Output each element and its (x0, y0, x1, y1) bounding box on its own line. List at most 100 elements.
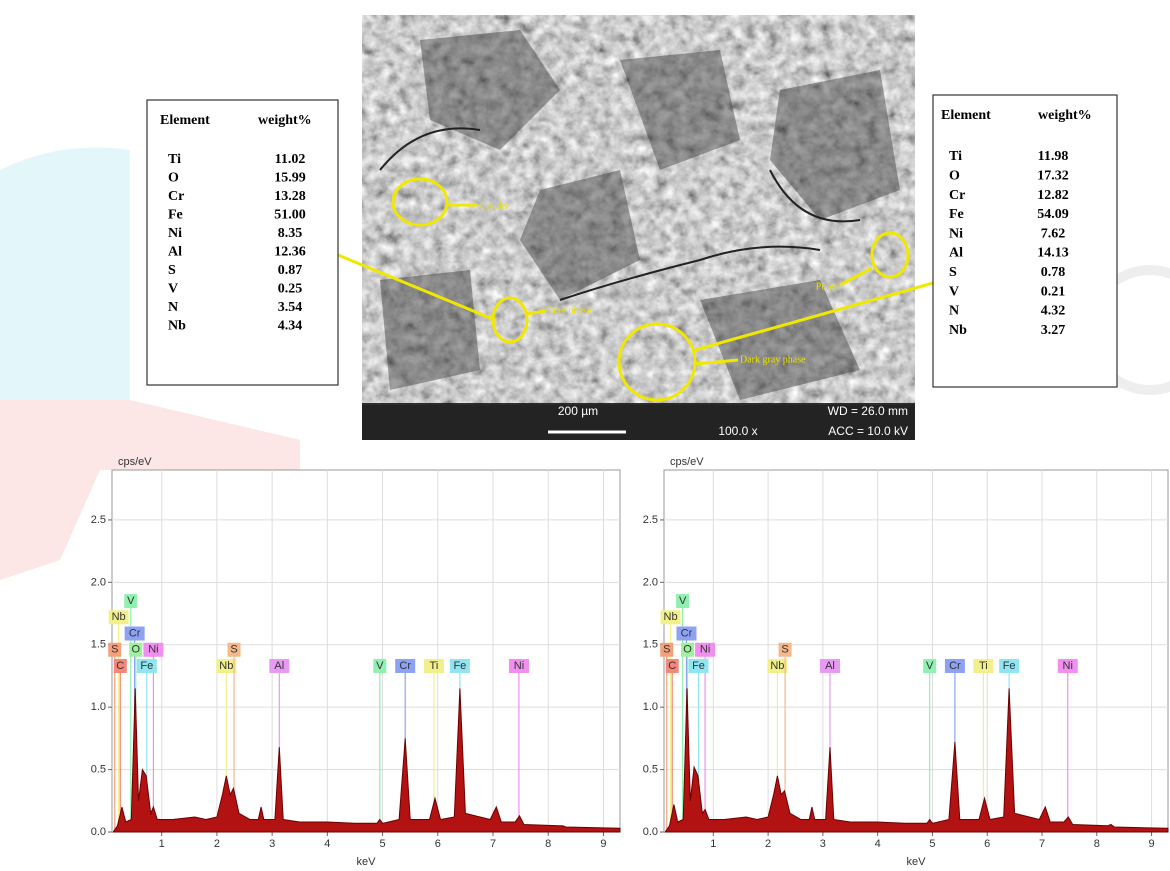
x-tick-label: 6 (435, 838, 441, 850)
table-cell: Nb (949, 323, 967, 338)
x-tick-label: 6 (984, 838, 990, 850)
element-label: V (376, 660, 384, 672)
element-badge (676, 626, 697, 641)
sem-image: 200 µm WD = 26.0 mm 100.0 x ACC = 10.0 k… (337, 15, 934, 440)
composition-table: Element weight% Ti 11.98 O 17.32 Cr 12.82 Fe 54.0… (932, 94, 1118, 388)
table-cell: Fe (949, 207, 964, 222)
table-cell: 11.02 (275, 152, 306, 167)
annotation-pores: Pores (816, 281, 838, 292)
table-cell: 13.28 (274, 189, 306, 204)
element-badge (449, 658, 470, 673)
y-axis-label: cps/eV (118, 456, 152, 468)
element-badge (508, 658, 529, 673)
acceleration-voltage: ACC = 10.0 kV (828, 424, 908, 438)
element-label: Ni (148, 644, 158, 656)
element-badge (143, 642, 164, 657)
element-label: Ti (430, 660, 439, 672)
element-label: Ni (700, 644, 710, 656)
element-label: Fe (1003, 660, 1016, 672)
dark-regions (380, 30, 900, 400)
table-cell: 4.32 (1041, 304, 1066, 319)
scale-bar-label: 200 µm (558, 404, 598, 418)
annotation-gray-phase: Gray phase (546, 305, 592, 316)
element-label: S (663, 644, 670, 656)
table-cell: 3.54 (278, 300, 303, 315)
y-tick-label: 0.5 (643, 763, 658, 775)
element-label: V (679, 595, 687, 607)
element-badge (373, 658, 387, 673)
y-tick-label: 1.0 (91, 701, 106, 713)
element-badge (681, 642, 695, 657)
table-border (146, 99, 339, 386)
y-tick-label: 1.0 (643, 701, 658, 713)
table-cell: Ni (949, 226, 963, 241)
element-label: Ti (979, 660, 988, 672)
element-badge (129, 642, 143, 657)
table-header: Element (160, 113, 210, 128)
x-tick-label: 2 (765, 838, 771, 850)
x-tick-label: 9 (600, 838, 606, 850)
table-cell: Nb (168, 319, 186, 334)
y-tick-label: 2.0 (643, 576, 658, 588)
element-badge (767, 658, 788, 673)
x-tick-label: 8 (1094, 838, 1100, 850)
element-label: Cr (681, 627, 693, 639)
table-cell: N (949, 304, 959, 319)
working-distance: WD = 26.0 mm (828, 404, 908, 418)
x-tick-label: 2 (214, 838, 220, 850)
x-tick-label: 4 (875, 838, 881, 850)
element-label: Fe (140, 660, 153, 672)
element-badge (973, 658, 994, 673)
table-cell: 15.99 (274, 171, 306, 186)
x-tick-label: 8 (545, 838, 551, 850)
element-badge (113, 658, 127, 673)
table-cell: Fe (168, 208, 183, 223)
element-label: Fe (453, 660, 466, 672)
element-badge (923, 658, 937, 673)
x-axis-label: keV (357, 856, 377, 868)
table-cell: 0.87 (278, 263, 303, 278)
x-tick-label: 9 (1149, 838, 1155, 850)
element-badge (695, 642, 716, 657)
table-cell: O (949, 169, 960, 184)
crack-lines (379, 127, 861, 301)
x-tick-label: 7 (490, 838, 496, 850)
table-cell: 0.25 (278, 282, 303, 297)
table-header: weight% (258, 113, 312, 128)
table-cell: 7.62 (1041, 226, 1066, 241)
element-badge (676, 594, 690, 609)
spectrum (664, 688, 1169, 833)
x-tick-label: 5 (929, 838, 935, 850)
table-cell: 54.09 (1037, 207, 1069, 222)
table-cell: 0.78 (1041, 265, 1066, 280)
watermark (0, 400, 300, 580)
element-badge (124, 626, 145, 641)
plot-area (663, 469, 1169, 833)
element-badge (124, 594, 138, 609)
element-badge (819, 658, 840, 673)
y-tick-label: 1.5 (91, 639, 106, 651)
element-badge (660, 610, 681, 625)
element-label: Cr (949, 660, 961, 672)
info-bar (362, 403, 915, 440)
table-cell: 8.35 (278, 226, 303, 241)
annotation-marks (337, 177, 934, 402)
table-cell: 11.98 (1038, 149, 1069, 164)
table-header: Element (941, 108, 991, 123)
element-badge (778, 642, 792, 657)
table-cell: V (949, 284, 959, 299)
table-cell: V (168, 282, 178, 297)
table-cell: Ni (168, 226, 182, 241)
table-cell: Ti (949, 149, 962, 164)
y-tick-label: 0.0 (643, 826, 658, 838)
element-badge (136, 658, 157, 673)
eds-spectra: 0.00.51.01.52.02.51 2 3 4 5 6 7 8 9cps/eVkeVNbVC… (91, 456, 1169, 868)
table-cell: O (168, 171, 179, 186)
table-cell: Al (949, 246, 963, 261)
element-label: S (230, 644, 237, 656)
table-cell: 51.00 (274, 208, 306, 223)
element-badge (108, 610, 129, 625)
y-tick-label: 2.5 (643, 514, 658, 526)
table-cell: 4.34 (278, 319, 303, 334)
